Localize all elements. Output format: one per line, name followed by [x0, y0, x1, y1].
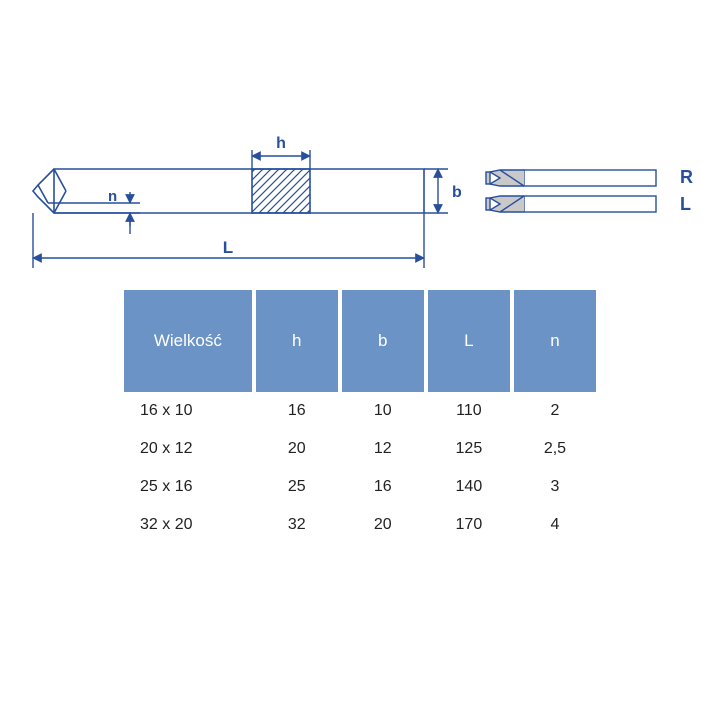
mini-tool-R: [486, 170, 656, 186]
table-cell: 25 x 16: [124, 468, 252, 506]
dimension-b: b: [424, 169, 462, 213]
label-h: h: [276, 135, 286, 152]
table-cell: 140: [428, 468, 510, 506]
table-cell: 20: [256, 430, 338, 468]
table-cell: 16: [342, 468, 424, 506]
table-cell: 4: [514, 506, 596, 544]
table-cell: 110: [428, 392, 510, 430]
table-cell: 12: [342, 430, 424, 468]
table-cell: 20 x 12: [124, 430, 252, 468]
table-cell: 2,5: [514, 430, 596, 468]
label-n: n: [108, 188, 117, 205]
table-cell: 2: [514, 392, 596, 430]
label-b: b: [452, 184, 462, 201]
page: h b L n: [0, 0, 724, 724]
col-header-size: Wielkość: [124, 290, 252, 392]
table-row: 20 x 1220121252,5: [124, 430, 596, 468]
dimensions-table: Wielkość h b L n 16 x 101610110220 x 122…: [120, 290, 600, 544]
technical-diagram: h b L n: [0, 0, 724, 300]
table-row: 32 x 2032201704: [124, 506, 596, 544]
table: Wielkość h b L n 16 x 101610110220 x 122…: [120, 290, 600, 544]
dimension-h: h: [252, 135, 310, 169]
table-header-row: Wielkość h b L n: [124, 290, 596, 392]
label-Ldir: L: [680, 194, 691, 214]
table-cell: 3: [514, 468, 596, 506]
table-cell: 16 x 10: [124, 392, 252, 430]
table-cell: 170: [428, 506, 510, 544]
table-row: 25 x 1625161403: [124, 468, 596, 506]
dimension-n: n: [48, 188, 140, 234]
label-L: L: [223, 238, 233, 257]
table-cell: 32: [256, 506, 338, 544]
cross-section: [252, 169, 310, 213]
col-header-b: b: [342, 290, 424, 392]
mini-tool-L: [486, 196, 656, 212]
table-cell: 125: [428, 430, 510, 468]
table-cell: 10: [342, 392, 424, 430]
dimension-L: L: [33, 213, 424, 268]
mini-tools: R L: [486, 167, 693, 214]
label-R: R: [680, 167, 693, 187]
col-header-n: n: [514, 290, 596, 392]
col-header-h: h: [256, 290, 338, 392]
table-cell: 25: [256, 468, 338, 506]
table-cell: 16: [256, 392, 338, 430]
table-cell: 32 x 20: [124, 506, 252, 544]
col-header-L: L: [428, 290, 510, 392]
tool-body: [33, 169, 424, 213]
table-row: 16 x 1016101102: [124, 392, 596, 430]
table-cell: 20: [342, 506, 424, 544]
